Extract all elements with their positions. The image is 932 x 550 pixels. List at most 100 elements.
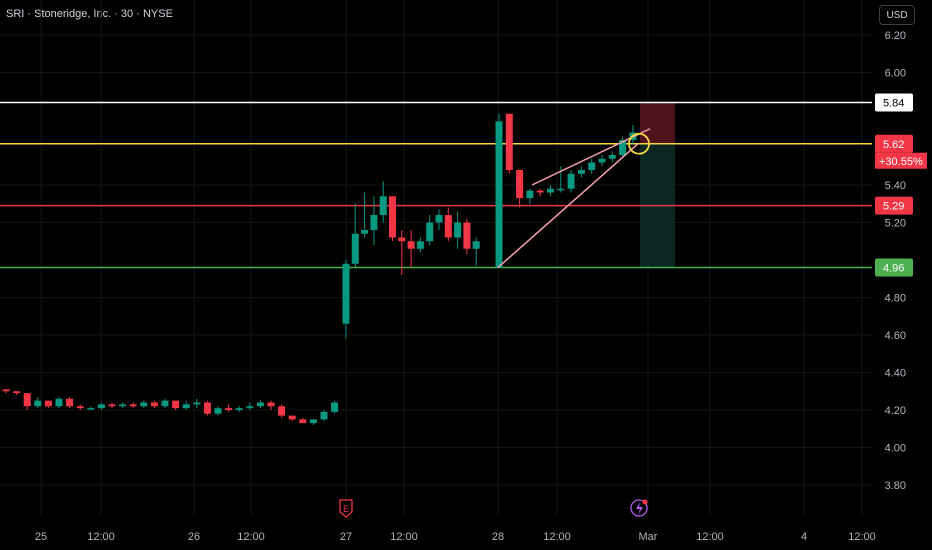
candle [129, 402, 137, 409]
x-tick-label: 25 [35, 531, 47, 543]
candle-body [398, 237, 406, 242]
yellow-price-label: 5.62 [883, 139, 904, 151]
candle [598, 155, 606, 167]
candle [97, 402, 105, 410]
candle [76, 404, 84, 410]
x-tick-label: 12:00 [390, 531, 418, 543]
candle [370, 196, 378, 245]
candle [526, 188, 534, 204]
stop-zone[interactable] [640, 102, 675, 144]
candle-body [379, 196, 387, 215]
earnings-event-icon[interactable]: E [339, 499, 353, 518]
currency-button[interactable]: USD [879, 5, 915, 25]
candle [13, 391, 21, 395]
candle [2, 389, 10, 394]
candle-body [516, 170, 524, 199]
candle [619, 136, 627, 157]
candle [172, 400, 180, 410]
candle [44, 400, 52, 409]
candle [182, 400, 190, 410]
y-tick-label: 4.40 [885, 368, 906, 380]
candle [55, 396, 63, 409]
candle-body [495, 121, 503, 268]
candle-body [140, 402, 148, 407]
y-tick-label: 5.40 [885, 180, 906, 192]
candle-body [44, 400, 52, 407]
y-tick-label: 4.00 [885, 443, 906, 455]
candle-body [588, 162, 596, 170]
candle [108, 402, 116, 409]
candle [320, 410, 328, 422]
candle [351, 203, 359, 268]
candle-body [331, 402, 339, 412]
candle-body [66, 398, 74, 407]
candle [140, 400, 148, 409]
candle-body [351, 233, 359, 264]
candle [246, 402, 254, 410]
x-tick-label: 4 [801, 531, 807, 543]
candle [309, 419, 317, 425]
candle-body [97, 404, 105, 409]
candle-body [108, 404, 116, 407]
red-price-label: 5.29 [883, 201, 904, 213]
candle [225, 404, 233, 412]
candle [505, 113, 513, 174]
candle [299, 417, 307, 424]
candle-body [225, 408, 233, 410]
candle-body [505, 113, 513, 170]
candle-body [426, 222, 434, 242]
change-label: +30.55% [879, 156, 923, 168]
candle [87, 406, 95, 410]
white-price-badge [875, 93, 913, 112]
candle-body [309, 419, 317, 424]
candle-body [619, 140, 627, 155]
candle-body [598, 158, 606, 163]
candle [426, 215, 434, 245]
candle [288, 415, 296, 422]
candle [463, 218, 471, 255]
candle [588, 158, 596, 174]
candle [361, 192, 369, 238]
y-tick-label: 4.80 [885, 293, 906, 305]
candle-body [444, 215, 452, 238]
candle-body [119, 404, 127, 407]
candle-body [267, 402, 275, 407]
candle-body [342, 263, 350, 324]
candle [495, 113, 503, 268]
candle [379, 181, 387, 223]
candle-body [567, 173, 575, 189]
candle-body [129, 404, 137, 407]
candle [577, 166, 585, 178]
candle-body [416, 241, 424, 249]
candle-body [435, 215, 443, 223]
candle-body [526, 190, 534, 199]
candle [547, 185, 554, 197]
trendline-lower[interactable] [497, 143, 639, 269]
candle-body [13, 391, 21, 394]
candle-body [246, 406, 254, 409]
x-tick-label: 27 [340, 531, 352, 543]
candle-body [407, 241, 415, 249]
candle-body [193, 402, 201, 405]
candle [66, 396, 74, 409]
candle [267, 400, 275, 410]
candle [119, 402, 127, 409]
candle-body [288, 415, 296, 420]
candle-body [472, 241, 480, 249]
candle-body [361, 230, 369, 234]
candle [203, 400, 211, 416]
symbol-title[interactable]: SRI · Stoneridge, Inc. · 30 · NYSE [6, 8, 173, 20]
green-price-label: 4.96 [883, 263, 904, 275]
change-badge [875, 152, 927, 169]
flash-event-icon[interactable] [630, 499, 648, 517]
candle [34, 396, 42, 409]
highlight-circle[interactable] [628, 132, 650, 155]
x-tick-label: Mar [639, 531, 658, 543]
candle [435, 209, 443, 230]
candle [256, 400, 264, 409]
candle [278, 404, 286, 418]
candle-body [34, 400, 42, 407]
candle-body [55, 398, 63, 407]
y-tick-label: 4.60 [885, 330, 906, 342]
